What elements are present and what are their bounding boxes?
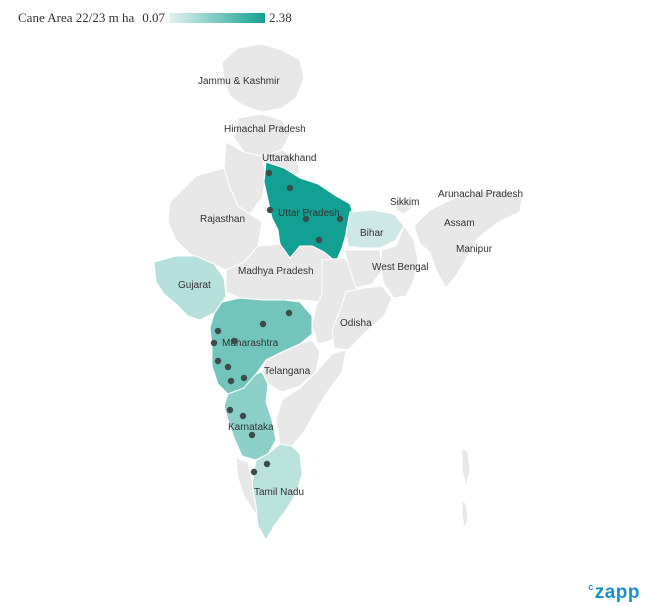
label-manipur: Manipur [456, 244, 493, 255]
state-northeast[interactable] [413, 189, 523, 289]
mill-dot[interactable] [210, 339, 218, 347]
label-arunachal-pradesh: Arunachal Pradesh [438, 189, 523, 200]
mill-dot[interactable] [240, 374, 248, 382]
mill-dot[interactable] [285, 309, 293, 317]
state-shapes [153, 43, 523, 542]
state-andhra-pradesh[interactable] [275, 349, 347, 447]
state-tamil-nadu[interactable] [251, 443, 303, 542]
state-labels: Jammu & Kashmir Himachal Pradesh Uttarak… [178, 76, 523, 498]
label-karnataka: Karnataka [228, 422, 274, 433]
label-uttar-pradesh: Uttar Pradesh [278, 208, 340, 219]
label-west-bengal: West Bengal [372, 262, 429, 273]
label-maharashtra: Maharashtra [222, 338, 279, 349]
mill-dot[interactable] [226, 406, 234, 414]
label-tamil-nadu: Tamil Nadu [254, 487, 304, 498]
mill-dot[interactable] [286, 184, 294, 192]
mill-dot[interactable] [259, 320, 267, 328]
label-telangana: Telangana [264, 366, 311, 377]
mill-dot[interactable] [227, 377, 235, 385]
label-assam: Assam [444, 218, 475, 229]
mill-dot[interactable] [239, 412, 247, 420]
legend-max-label: 2.38 [269, 10, 292, 25]
czapp-logo: czapp [588, 582, 640, 603]
state-odisha[interactable] [331, 285, 393, 351]
legend-title: Cane Area 22/23 m ha [18, 10, 135, 25]
mill-dot[interactable] [248, 431, 256, 439]
mill-dot[interactable] [265, 169, 273, 177]
label-bihar: Bihar [360, 228, 384, 239]
mill-dot[interactable] [266, 206, 274, 214]
label-jammu-kashmir: Jammu & Kashmir [198, 76, 280, 87]
sugar-mill-dots [210, 169, 344, 476]
label-madhya-pradesh: Madhya Pradesh [238, 266, 314, 277]
color-legend: Cane Area 22/23 m ha 0.07 2.38 [18, 8, 292, 28]
state-bihar[interactable] [345, 209, 405, 249]
andaman-islands-south [461, 498, 469, 530]
mill-dot[interactable] [214, 357, 222, 365]
label-sikkim: Sikkim [390, 197, 419, 208]
state-jharkhand[interactable] [343, 249, 383, 289]
mill-dot[interactable] [250, 468, 258, 476]
state-karnataka[interactable] [223, 371, 277, 461]
mill-dot[interactable] [263, 460, 271, 468]
mill-dot[interactable] [302, 215, 310, 223]
mill-dot[interactable] [214, 327, 222, 335]
state-west-bengal[interactable] [379, 224, 419, 299]
legend-gradient [169, 13, 265, 23]
legend-min-label: 0.07 [142, 10, 165, 25]
state-sikkim[interactable] [395, 197, 413, 215]
andaman-islands [461, 447, 471, 487]
mill-dot[interactable] [336, 215, 344, 223]
mill-dot[interactable] [315, 236, 323, 244]
label-gujarat: Gujarat [178, 280, 211, 291]
mill-dot[interactable] [230, 337, 238, 345]
label-uttarakhand: Uttarakhand [262, 153, 316, 164]
mill-dot[interactable] [224, 363, 232, 371]
label-rajasthan: Rajasthan [200, 214, 245, 225]
label-himachal-pradesh: Himachal Pradesh [224, 124, 306, 135]
state-jammu-kashmir[interactable] [221, 43, 305, 113]
label-odisha: Odisha [340, 318, 372, 329]
